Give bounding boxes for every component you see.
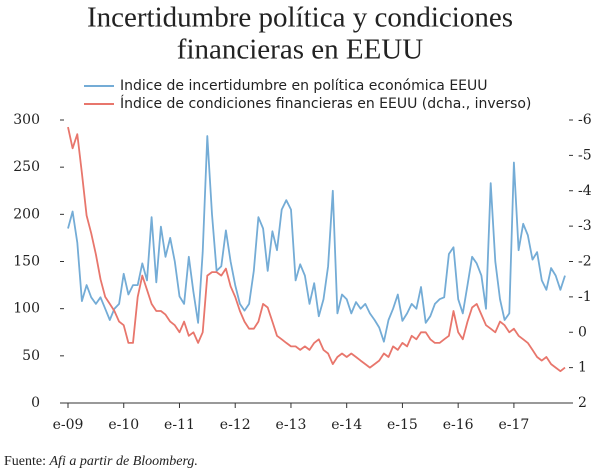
source-label: Fuente: — [4, 454, 50, 469]
y2-tick-label: -6 — [578, 112, 592, 128]
x-tick-label: e-14 — [331, 417, 362, 433]
y-tick-label: 50 — [22, 348, 40, 364]
y2-tick-label: -2 — [578, 254, 592, 270]
x-tick-label: e-13 — [276, 417, 307, 433]
legend-label: Índice de condiciones financieras en EEU… — [120, 95, 531, 112]
y-tick-label: 300 — [13, 112, 40, 128]
x-tick-label: e-15 — [387, 417, 418, 433]
y2-tick-label: 0 — [578, 324, 587, 340]
x-tick-label: e-10 — [108, 417, 139, 433]
y-tick-label: 200 — [13, 206, 40, 222]
series-line — [67, 135, 566, 343]
x-tick-label: e-16 — [443, 417, 474, 433]
source: Fuente: Afi a partir de Bloomberg. — [4, 454, 198, 469]
x-tick-label: e-09 — [53, 417, 84, 433]
y2-tick-label: -4 — [578, 183, 592, 199]
y-tick-label: 0 — [31, 395, 40, 411]
y2-tick-label: -5 — [578, 147, 592, 163]
x-tick-label: e-11 — [164, 417, 195, 433]
y-tick-label: 150 — [13, 254, 40, 270]
y-tick-label: 100 — [13, 301, 40, 317]
series-line — [67, 126, 566, 373]
y2-tick-label: -1 — [578, 289, 592, 305]
y2-tick-label: 2 — [578, 395, 587, 411]
source-detail: Afi a partir de Bloomberg. — [49, 454, 198, 469]
chart-title: financieras en EEUU — [177, 34, 423, 66]
y-tick-label: 250 — [13, 159, 40, 175]
x-tick-label: e-12 — [220, 417, 251, 433]
chart-title: Incertidumbre política y condiciones — [87, 2, 513, 34]
x-tick-label: e-17 — [498, 417, 529, 433]
y2-tick-label: -3 — [578, 218, 592, 234]
legend-label: Indice de incertidumbre en política econ… — [120, 78, 488, 94]
y2-tick-label: 1 — [578, 360, 587, 376]
